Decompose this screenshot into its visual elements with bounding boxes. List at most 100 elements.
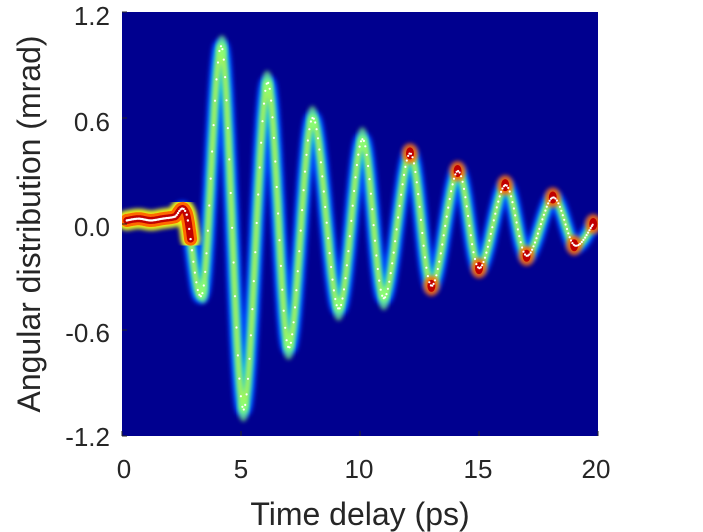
- center-dot: [257, 193, 260, 196]
- turning-point-glow-6: [197, 279, 208, 304]
- center-dot: [272, 136, 275, 139]
- center-dot: [213, 99, 217, 102]
- center-dot: [296, 270, 299, 273]
- center-dot: [552, 196, 555, 199]
- center-dot: [492, 219, 495, 222]
- center-dot: [275, 185, 278, 189]
- center-dot: [587, 231, 590, 234]
- center-dot: [376, 267, 379, 271]
- center-dot: [242, 408, 245, 411]
- center-dot: [254, 251, 257, 254]
- center-dot: [354, 176, 357, 179]
- center-dot: [350, 219, 353, 222]
- center-dot: [415, 181, 418, 184]
- center-dot: [301, 209, 304, 212]
- center-dot: [450, 190, 453, 193]
- center-dot: [209, 177, 212, 180]
- x-tick-label-0: 0: [117, 454, 131, 484]
- center-dot: [302, 189, 305, 192]
- center-dot: [357, 153, 360, 156]
- x-tick-label-10: 10: [345, 454, 374, 484]
- center-dot: [436, 267, 439, 271]
- center-dot: [176, 211, 180, 215]
- center-dot: [195, 281, 198, 284]
- center-dot: [295, 289, 298, 292]
- center-dot: [178, 209, 181, 213]
- center-dot: [529, 251, 532, 254]
- center-dot: [401, 183, 404, 186]
- center-dot: [305, 153, 308, 156]
- center-dot: [495, 206, 498, 209]
- center-dot: [205, 252, 208, 255]
- center-dot: [355, 163, 358, 167]
- center-dot: [532, 245, 535, 248]
- center-dot: [422, 244, 425, 247]
- center-dot: [284, 326, 287, 329]
- center-dot: [571, 242, 574, 245]
- center-dot: [447, 206, 450, 209]
- center-dot: [222, 58, 225, 61]
- center-dot: [417, 193, 420, 196]
- center-dot: [557, 202, 560, 205]
- center-dot: [565, 227, 569, 231]
- center-dot: [218, 49, 221, 53]
- center-dot: [497, 200, 500, 203]
- center-dot: [461, 180, 464, 183]
- center-dot: [519, 241, 522, 244]
- center-dot: [215, 78, 218, 81]
- center-dot: [232, 261, 235, 264]
- center-dot: [271, 116, 274, 119]
- center-dot: [364, 145, 367, 148]
- center-dot: [198, 293, 201, 296]
- center-dot: [451, 183, 454, 186]
- center-dot: [423, 256, 427, 259]
- center-dot: [183, 209, 187, 213]
- center-dot: [428, 281, 431, 284]
- center-dot: [224, 76, 227, 79]
- center-dot: [398, 204, 401, 207]
- center-dot: [452, 177, 456, 180]
- center-dot: [577, 243, 580, 247]
- center-dot: [299, 229, 302, 232]
- center-dot: [514, 214, 517, 217]
- center-dot: [235, 326, 238, 329]
- center-dot: [407, 154, 410, 157]
- center-dot: [314, 121, 317, 124]
- center-dot: [303, 170, 307, 173]
- center-dot: [312, 117, 315, 120]
- axis-ticks: [121, 11, 599, 437]
- center-dot: [498, 195, 501, 198]
- trace-center-dots: [125, 45, 594, 411]
- center-dot: [208, 204, 211, 207]
- center-dot: [212, 124, 215, 127]
- center-dot: [347, 250, 350, 253]
- center-dot: [332, 289, 335, 292]
- x-tick-label-15: 15: [464, 454, 493, 484]
- center-dot: [298, 250, 301, 253]
- center-dot: [327, 237, 330, 240]
- center-dot: [411, 156, 414, 159]
- center-dot: [236, 354, 239, 357]
- center-dot: [375, 254, 378, 257]
- center-dot: [518, 235, 521, 238]
- center-dot: [378, 279, 381, 282]
- center-dot: [228, 158, 231, 161]
- center-dot: [175, 213, 178, 217]
- center-dot: [414, 170, 417, 174]
- center-dot: [460, 175, 463, 178]
- center-dot: [389, 272, 392, 275]
- center-dot: [421, 231, 424, 235]
- center-dot: [404, 165, 407, 168]
- x-tick-label-5: 5: [234, 454, 248, 484]
- center-dot: [241, 405, 244, 408]
- center-dot: [560, 209, 563, 212]
- center-dot: [206, 229, 209, 232]
- center-dot: [547, 202, 550, 205]
- center-dot: [188, 227, 191, 231]
- center-dot: [435, 274, 438, 277]
- center-dot: [385, 293, 388, 296]
- center-dot: [309, 120, 312, 123]
- center-dot: [582, 238, 585, 241]
- center-dot: [535, 237, 538, 240]
